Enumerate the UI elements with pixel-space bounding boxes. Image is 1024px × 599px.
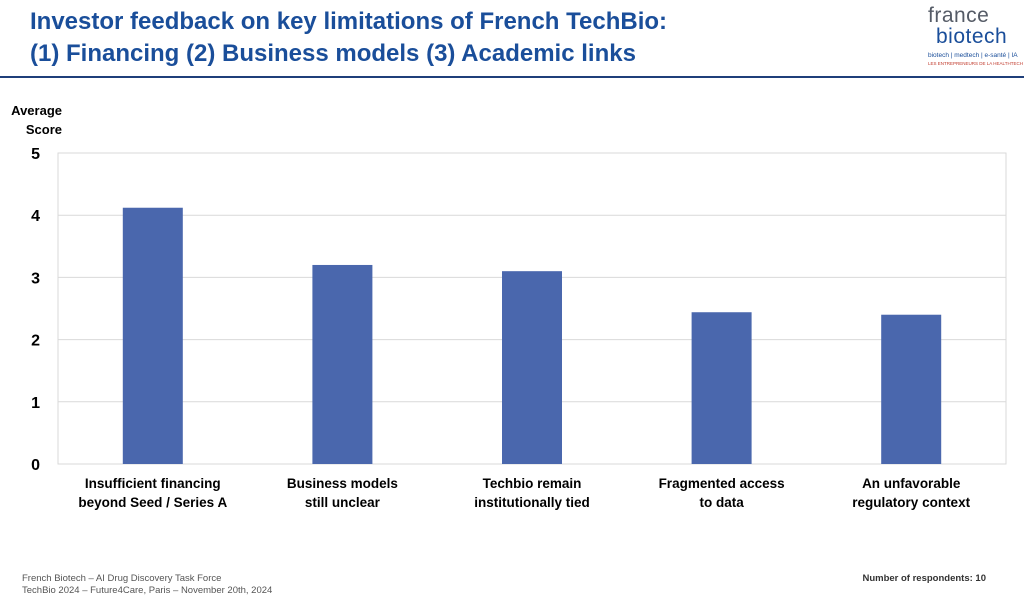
y-axis-title: Average Score [11, 103, 62, 137]
x-category-label: Business models still unclear [287, 476, 398, 510]
footer-line-1: French Biotech – AI Drug Discovery Task … [22, 573, 222, 584]
y-tick-label: 3 [31, 270, 40, 287]
y-tick-label: 2 [31, 333, 40, 350]
x-category-label: Techbio remain institutionally tied [474, 476, 590, 510]
x-category-label: Fragmented access to data [659, 476, 785, 510]
y-tick-label: 4 [31, 208, 40, 225]
y-tick-label: 1 [31, 395, 40, 412]
bar [691, 312, 752, 464]
respondent-count: Number of respondents: 10 [862, 573, 986, 584]
bar [881, 314, 942, 464]
logo-tagline: biotech | medtech | e-santé | IA [928, 52, 1018, 59]
slide-title: Investor feedback on key limitations of … [30, 6, 890, 70]
bar-chart: 0 1 2 3 4 5 Average Score Insufficient financing… [11, 103, 1007, 510]
y-tick-label: 5 [31, 146, 40, 163]
bar [502, 271, 562, 464]
x-category-label: Insufficient financing beyond Seed / Seri… [78, 476, 227, 510]
footer-credits: French Biotech – AI Drug Discovery Task … [22, 573, 272, 597]
title-divider [0, 76, 1024, 78]
logo-word-biotech: biotech [936, 25, 1008, 48]
footer-line-2: TechBio 2024 – Future4Care, Paris – Nove… [22, 585, 273, 596]
title-line-1: Investor feedback on key limitations of … [30, 8, 668, 35]
logo-subtagline: LES ENTREPRENEURS DE LA HEALTHTECH [928, 61, 1023, 66]
france-biotech-logo: france biotech biotech | medtech | e-san… [926, 4, 1023, 70]
bar [122, 207, 183, 464]
title-line-2: (1) Financing (2) Business models (3) Ac… [30, 40, 636, 67]
logo-word-france: france [928, 4, 990, 27]
bar [312, 264, 373, 464]
y-tick-label: 0 [31, 457, 40, 474]
x-category-label: An unfavorable regulatory context [852, 476, 970, 510]
